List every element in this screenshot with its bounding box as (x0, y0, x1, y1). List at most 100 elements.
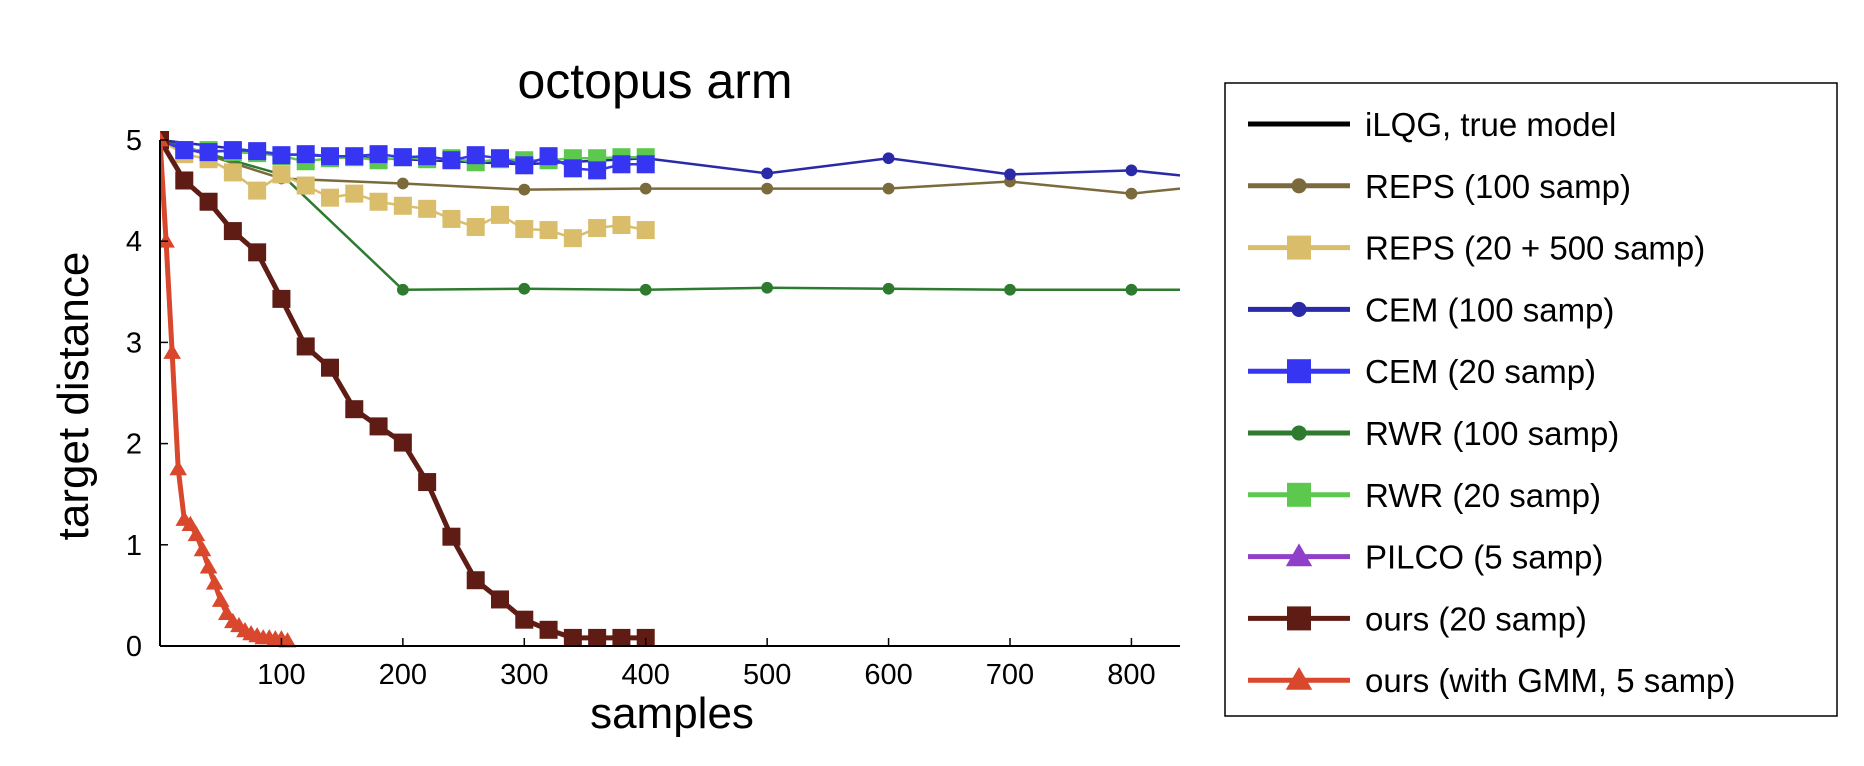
data-point (321, 147, 339, 166)
data-point (588, 628, 607, 647)
series-2 (160, 131, 655, 248)
data-point (248, 243, 267, 262)
data-point (1004, 168, 1016, 181)
data-point (539, 221, 558, 240)
data-point (369, 417, 388, 436)
data-point (396, 177, 409, 190)
data-point (393, 148, 412, 167)
chart-title: octopus arm (517, 53, 792, 109)
data-point (211, 591, 230, 607)
data-point (515, 610, 534, 629)
legend-item: REPS (20 + 500 samp) (1248, 230, 1705, 267)
data-point (612, 216, 631, 235)
data-point (515, 156, 534, 175)
legend-item: RWR (20 samp) (1248, 477, 1601, 514)
data-point (418, 199, 437, 218)
legend: iLQG, true model REPS (100 samp) REPS (20 … (1224, 82, 1838, 717)
data-point (1125, 283, 1138, 296)
legend-swatch-marker (1287, 482, 1311, 507)
legend-label: RWR (20 samp) (1365, 477, 1601, 514)
legend-item: RWR (100 samp) (1248, 415, 1619, 452)
data-point (539, 620, 558, 639)
data-point (199, 558, 218, 574)
series-9 (160, 131, 297, 648)
data-point (639, 283, 652, 296)
data-point (882, 182, 895, 195)
data-point (296, 337, 315, 356)
y-tick-label: 1 (126, 530, 142, 562)
data-point (612, 628, 631, 647)
x-tick-label: 500 (743, 659, 791, 691)
data-point (518, 183, 531, 196)
data-point (248, 181, 267, 200)
data-point (1125, 187, 1138, 200)
x-tick-label: 100 (257, 659, 305, 691)
data-point (345, 400, 364, 419)
data-point (175, 171, 194, 190)
legend-box (1224, 82, 1838, 717)
legend-swatch-marker (1291, 178, 1307, 194)
legend-swatch-marker (1287, 235, 1311, 260)
legend-swatch-marker (1287, 606, 1311, 631)
y-tick-label: 3 (126, 327, 142, 359)
data-point (278, 632, 297, 648)
legend-label: ours (20 samp) (1365, 600, 1587, 637)
data-point (418, 147, 437, 166)
data-point (539, 147, 558, 166)
legend-label: REPS (100 samp) (1365, 168, 1631, 205)
data-point (491, 149, 509, 168)
data-point (296, 176, 315, 195)
x-tick-label: 300 (500, 659, 548, 691)
data-point (418, 473, 437, 492)
legend-item: CEM (100 samp) (1248, 291, 1614, 328)
data-point (223, 141, 242, 160)
legend-item: PILCO (5 samp) (1248, 539, 1603, 576)
legend-items: iLQG, true model REPS (100 samp) REPS (20 … (1248, 106, 1735, 699)
data-point (272, 289, 291, 308)
data-point (175, 141, 194, 160)
data-point (761, 182, 774, 195)
legend-item: iLQG, true model (1248, 106, 1616, 143)
data-point (223, 163, 242, 182)
legend-swatch-marker (1285, 543, 1313, 567)
legend-swatch-marker (1287, 359, 1311, 384)
data-point (636, 221, 655, 240)
data-point (563, 628, 582, 647)
data-point (442, 527, 461, 546)
series-layer (160, 131, 1180, 648)
data-point (588, 219, 607, 238)
series-4 (160, 131, 655, 180)
legend-label: ours (with GMM, 5 samp) (1365, 662, 1735, 699)
data-point (1125, 164, 1138, 177)
data-point (393, 433, 412, 452)
data-point (761, 167, 774, 180)
x-tick-label: 200 (379, 659, 427, 691)
legend-item: REPS (100 samp) (1248, 168, 1631, 205)
data-point (515, 220, 534, 239)
data-point (369, 145, 388, 164)
x-axis-label: samples (590, 689, 754, 738)
x-tick-label: 800 (1107, 659, 1155, 691)
legend-label: PILCO (5 samp) (1365, 539, 1603, 576)
plot-area: 100 200 300 400 500 600 700 800 0 1 2 3 4 5 (126, 125, 1180, 691)
data-point (272, 165, 291, 184)
data-point (321, 188, 339, 207)
legend-label: CEM (20 samp) (1365, 353, 1596, 390)
data-point (636, 628, 655, 647)
data-point (187, 525, 206, 542)
data-point (466, 571, 485, 590)
data-point (442, 209, 461, 228)
data-point (761, 281, 774, 294)
data-point (612, 155, 631, 174)
data-point (345, 184, 364, 203)
legend-label: RWR (100 samp) (1365, 415, 1619, 452)
data-point (181, 515, 200, 531)
series-line (160, 138, 1180, 195)
legend-swatch-marker (1285, 667, 1313, 690)
data-point (442, 151, 461, 170)
data-point (1004, 283, 1016, 296)
x-tick-label: 400 (622, 659, 670, 691)
legend-label: CEM (100 samp) (1365, 291, 1614, 328)
series-line (160, 139, 289, 644)
